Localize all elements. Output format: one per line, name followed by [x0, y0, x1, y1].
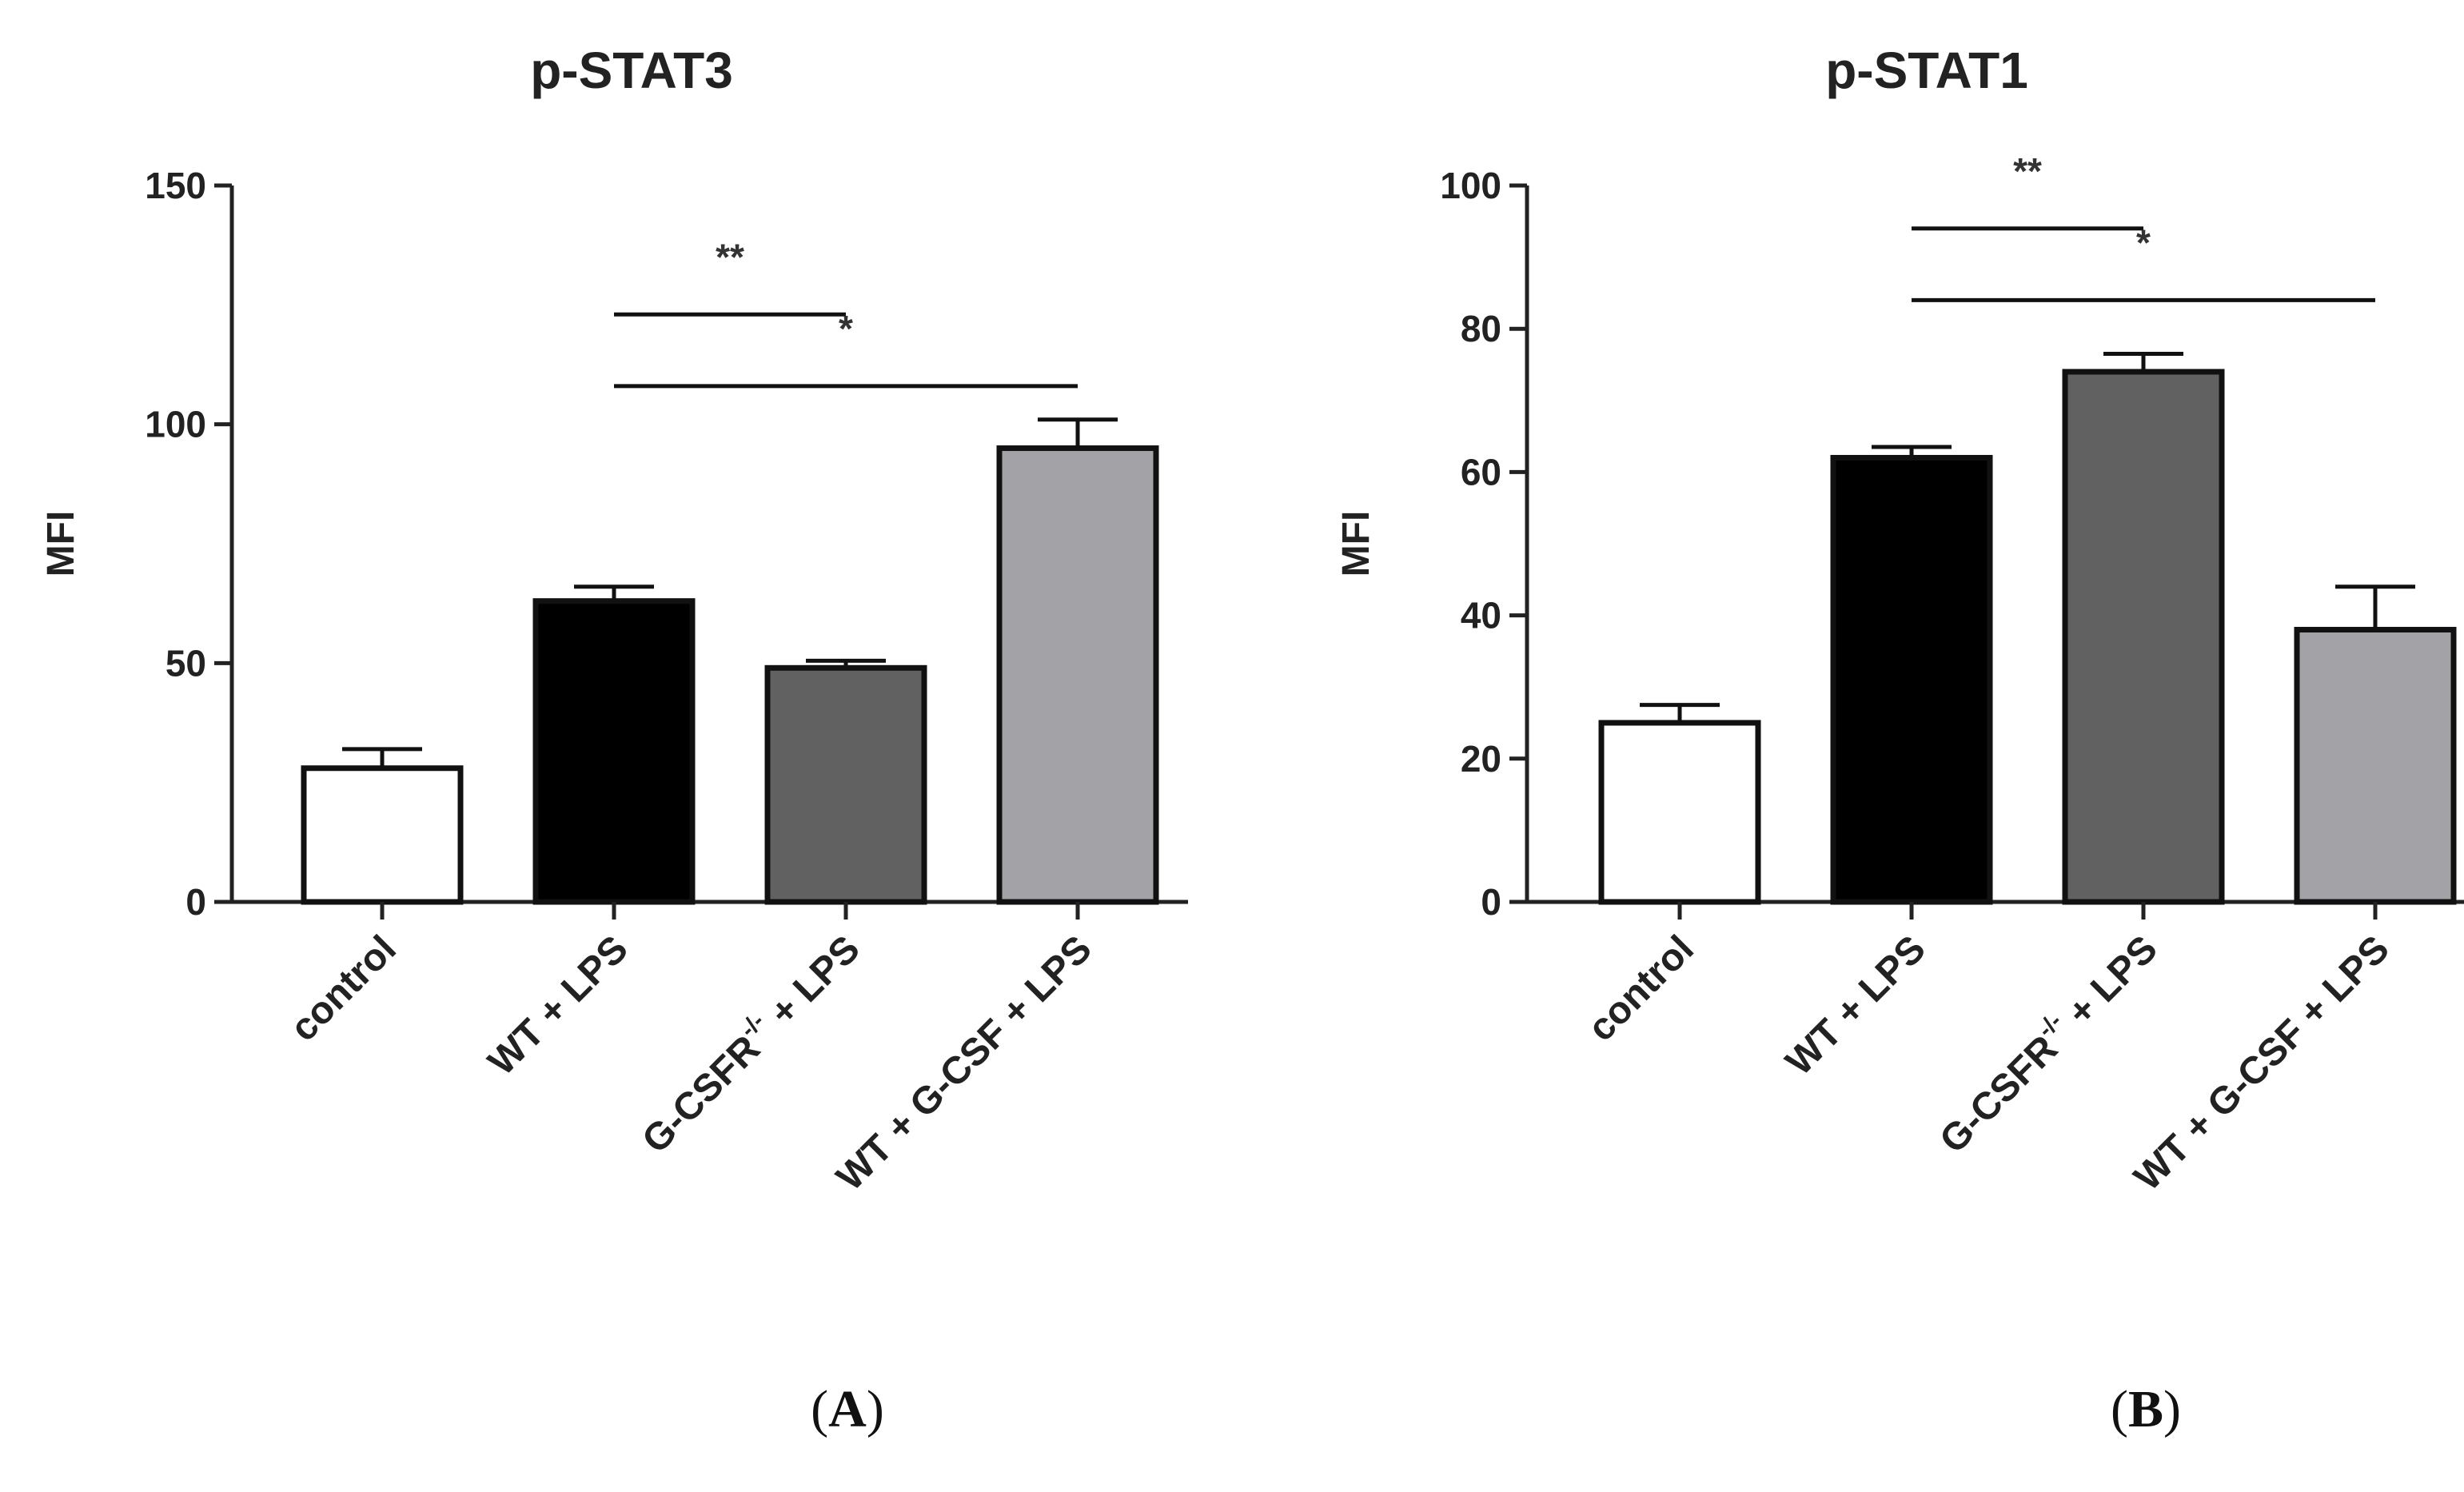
panel-label-open-paren: (: [2111, 1380, 2128, 1438]
chart-title: p-STAT3: [530, 42, 733, 99]
bar: [2062, 369, 2225, 905]
panel-label: (B): [2111, 1380, 2181, 1438]
panel-label-open-paren: (: [811, 1380, 828, 1438]
y-tick-label: 150: [145, 165, 206, 206]
category-label-suffix: + LPS: [2052, 928, 2166, 1041]
panel-label: (A): [811, 1380, 884, 1438]
chart-title: p-STAT1: [1825, 42, 2028, 99]
panel-label-close-paren: ): [867, 1380, 884, 1438]
chart-panel-B: p-STAT1 MFI 0 20 40 60 80 100 control WT + LPSG-C…: [1335, 42, 2464, 1199]
bar: [1598, 720, 1761, 905]
category-label: control: [282, 928, 404, 1049]
category-label: G-CSFR-/- + LPS: [1928, 924, 2166, 1162]
category-label-main: WT + LPS: [1778, 928, 1934, 1083]
category-label-main: control: [282, 928, 404, 1049]
y-tick-label: 40: [1461, 595, 1501, 636]
panel-label-letter: A: [828, 1380, 867, 1438]
category-label-suffix: + LPS: [755, 928, 868, 1041]
y-axis-label: MFI: [40, 511, 82, 577]
y-tick-label: 0: [185, 881, 206, 923]
bar: [764, 664, 927, 905]
category-label: G-CSFR-/- + LPS: [631, 924, 868, 1162]
category-label-main: WT + LPS: [480, 928, 636, 1083]
category-label-main: G-CSFR: [634, 1027, 768, 1162]
category-label-main: control: [1580, 928, 1701, 1049]
y-tick-label: 0: [1481, 881, 1501, 923]
panel-label-close-paren: ): [2163, 1380, 2181, 1438]
panel-label-letter: B: [2128, 1380, 2163, 1438]
category-label: WT + LPS: [480, 928, 636, 1083]
bar: [1830, 454, 1993, 905]
y-tick-label: 100: [1440, 165, 1501, 206]
bar: [301, 765, 464, 905]
category-label-main: WT + G-CSF + LPS: [2127, 928, 2398, 1199]
bar: [2294, 627, 2457, 905]
bar: [996, 445, 1159, 905]
y-tick-label: 80: [1461, 308, 1501, 349]
category-label: WT + LPS: [1778, 928, 1934, 1083]
category-label: control: [1580, 928, 1701, 1049]
category-label-main: WT + G-CSF + LPS: [829, 928, 1100, 1199]
y-tick-label: 60: [1461, 451, 1501, 493]
significance-label: *: [839, 308, 853, 349]
significance-label: **: [2013, 150, 2042, 192]
y-axis-label: MFI: [1335, 511, 1378, 577]
category-label: WT + G-CSF + LPS: [829, 928, 1100, 1199]
y-tick-label: 50: [165, 642, 206, 684]
category-label: WT + G-CSF + LPS: [2127, 928, 2398, 1199]
y-tick-label: 20: [1461, 738, 1501, 780]
significance-label: *: [2136, 221, 2151, 263]
significance-label: **: [716, 236, 744, 277]
category-label-main: G-CSFR: [1932, 1027, 2066, 1162]
bar: [532, 598, 696, 905]
chart-panel-A: p-STAT3 MFI 0 50 100 150 control WT + LPSG-CSFR…: [40, 42, 1188, 1199]
y-tick-label: 100: [145, 404, 206, 445]
